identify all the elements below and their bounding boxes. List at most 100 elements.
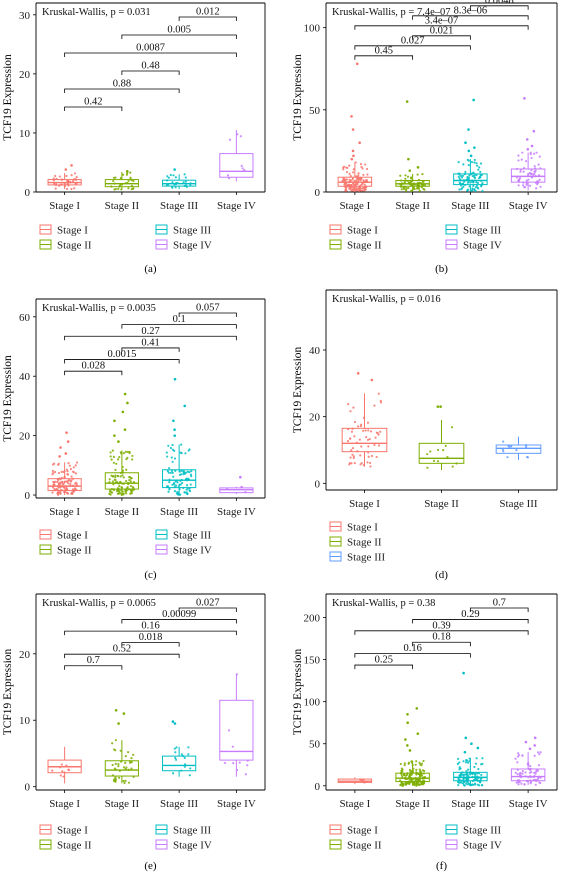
data-point xyxy=(187,477,190,480)
data-point xyxy=(66,183,70,186)
kruskal-wallis-label: Kruskal-Wallis, p = 0.031 xyxy=(42,7,151,18)
data-point xyxy=(128,475,131,479)
data-point xyxy=(514,757,517,760)
data-point xyxy=(521,184,525,187)
p-value-label: 0.057 xyxy=(196,303,220,314)
data-point xyxy=(165,485,169,488)
data-point xyxy=(181,481,184,485)
data-point xyxy=(466,158,469,161)
comparison-bracket: 0.0015 xyxy=(64,349,180,364)
x-tick-label: Stage II xyxy=(105,200,140,212)
data-point xyxy=(421,172,424,176)
data-point xyxy=(406,772,409,775)
data-point xyxy=(527,763,530,767)
data-point xyxy=(462,774,465,777)
bracket-line xyxy=(354,55,414,60)
x-tick-label: Stage IV xyxy=(217,798,256,810)
data-point xyxy=(173,485,176,489)
data-point xyxy=(71,477,75,480)
data-point xyxy=(345,170,349,174)
data-point xyxy=(75,481,78,484)
data-point xyxy=(467,163,470,167)
data-point xyxy=(464,773,467,776)
x-tick-label: Stage II xyxy=(395,200,430,212)
data-point xyxy=(62,486,65,489)
data-point xyxy=(418,189,421,193)
bracket-line xyxy=(121,619,237,624)
box-stage-ii xyxy=(104,708,139,785)
data-point xyxy=(408,781,411,785)
box-stage-ii xyxy=(395,100,430,193)
data-point xyxy=(235,768,239,772)
data-point xyxy=(129,761,132,764)
data-point xyxy=(110,458,113,461)
data-point xyxy=(117,765,120,768)
data-point xyxy=(167,471,170,474)
data-point xyxy=(379,430,382,433)
data-point xyxy=(426,466,429,469)
data-point xyxy=(114,776,117,779)
data-point xyxy=(365,435,368,439)
data-point xyxy=(62,775,65,778)
data-point xyxy=(65,174,68,178)
data-point xyxy=(71,488,74,491)
p-value-label: 0.16 xyxy=(141,621,159,632)
data-point xyxy=(402,773,406,777)
data-point xyxy=(534,167,537,170)
data-point xyxy=(417,777,420,781)
data-point xyxy=(473,176,477,180)
legend-item-stage-iii: Stage III xyxy=(329,551,386,564)
data-point xyxy=(412,767,415,770)
data-point xyxy=(377,444,381,447)
data-point xyxy=(370,454,374,458)
data-point xyxy=(112,179,115,183)
box-stage-i xyxy=(341,372,388,468)
legend-label: Stage I xyxy=(57,225,88,237)
outlier-point xyxy=(416,732,420,735)
y-tick-label: 20 xyxy=(19,649,31,661)
data-point xyxy=(121,474,124,477)
data-point xyxy=(108,492,111,496)
data-point xyxy=(521,772,524,775)
y-tick-label: 50 xyxy=(309,105,321,117)
comparison-bracket: 0.0087 xyxy=(64,43,237,57)
data-point xyxy=(66,187,69,190)
data-point xyxy=(127,179,130,183)
data-point xyxy=(458,188,461,191)
data-point xyxy=(343,183,346,186)
data-point xyxy=(122,476,125,479)
data-point xyxy=(68,479,71,482)
data-point xyxy=(472,171,475,174)
data-point xyxy=(461,771,464,774)
bracket-line xyxy=(469,5,529,10)
data-point xyxy=(466,783,469,786)
data-point xyxy=(525,182,528,185)
outlier-point xyxy=(405,100,409,103)
y-tick-label: 0 xyxy=(315,781,321,793)
data-point xyxy=(122,493,125,496)
data-point xyxy=(529,767,532,770)
comparison-bracket: 0.012 xyxy=(178,7,237,21)
data-point xyxy=(52,179,56,182)
data-point xyxy=(403,763,406,767)
data-point xyxy=(477,168,480,171)
data-point xyxy=(373,404,376,407)
data-point xyxy=(365,780,369,783)
legend-item-stage-i: Stage I xyxy=(329,521,378,534)
box-stage-i xyxy=(337,777,373,785)
data-point xyxy=(517,184,520,187)
data-point xyxy=(57,478,60,482)
data-point xyxy=(413,183,417,186)
data-point xyxy=(479,176,482,179)
data-point xyxy=(175,746,178,749)
data-point xyxy=(400,773,403,777)
data-point xyxy=(399,784,402,787)
data-point xyxy=(517,154,520,157)
data-point xyxy=(462,163,465,166)
data-point xyxy=(130,477,133,480)
data-point xyxy=(459,174,463,178)
data-point xyxy=(186,487,189,490)
data-point xyxy=(422,772,425,775)
legend-label: Stage I xyxy=(57,530,88,542)
bracket-line xyxy=(178,16,237,21)
